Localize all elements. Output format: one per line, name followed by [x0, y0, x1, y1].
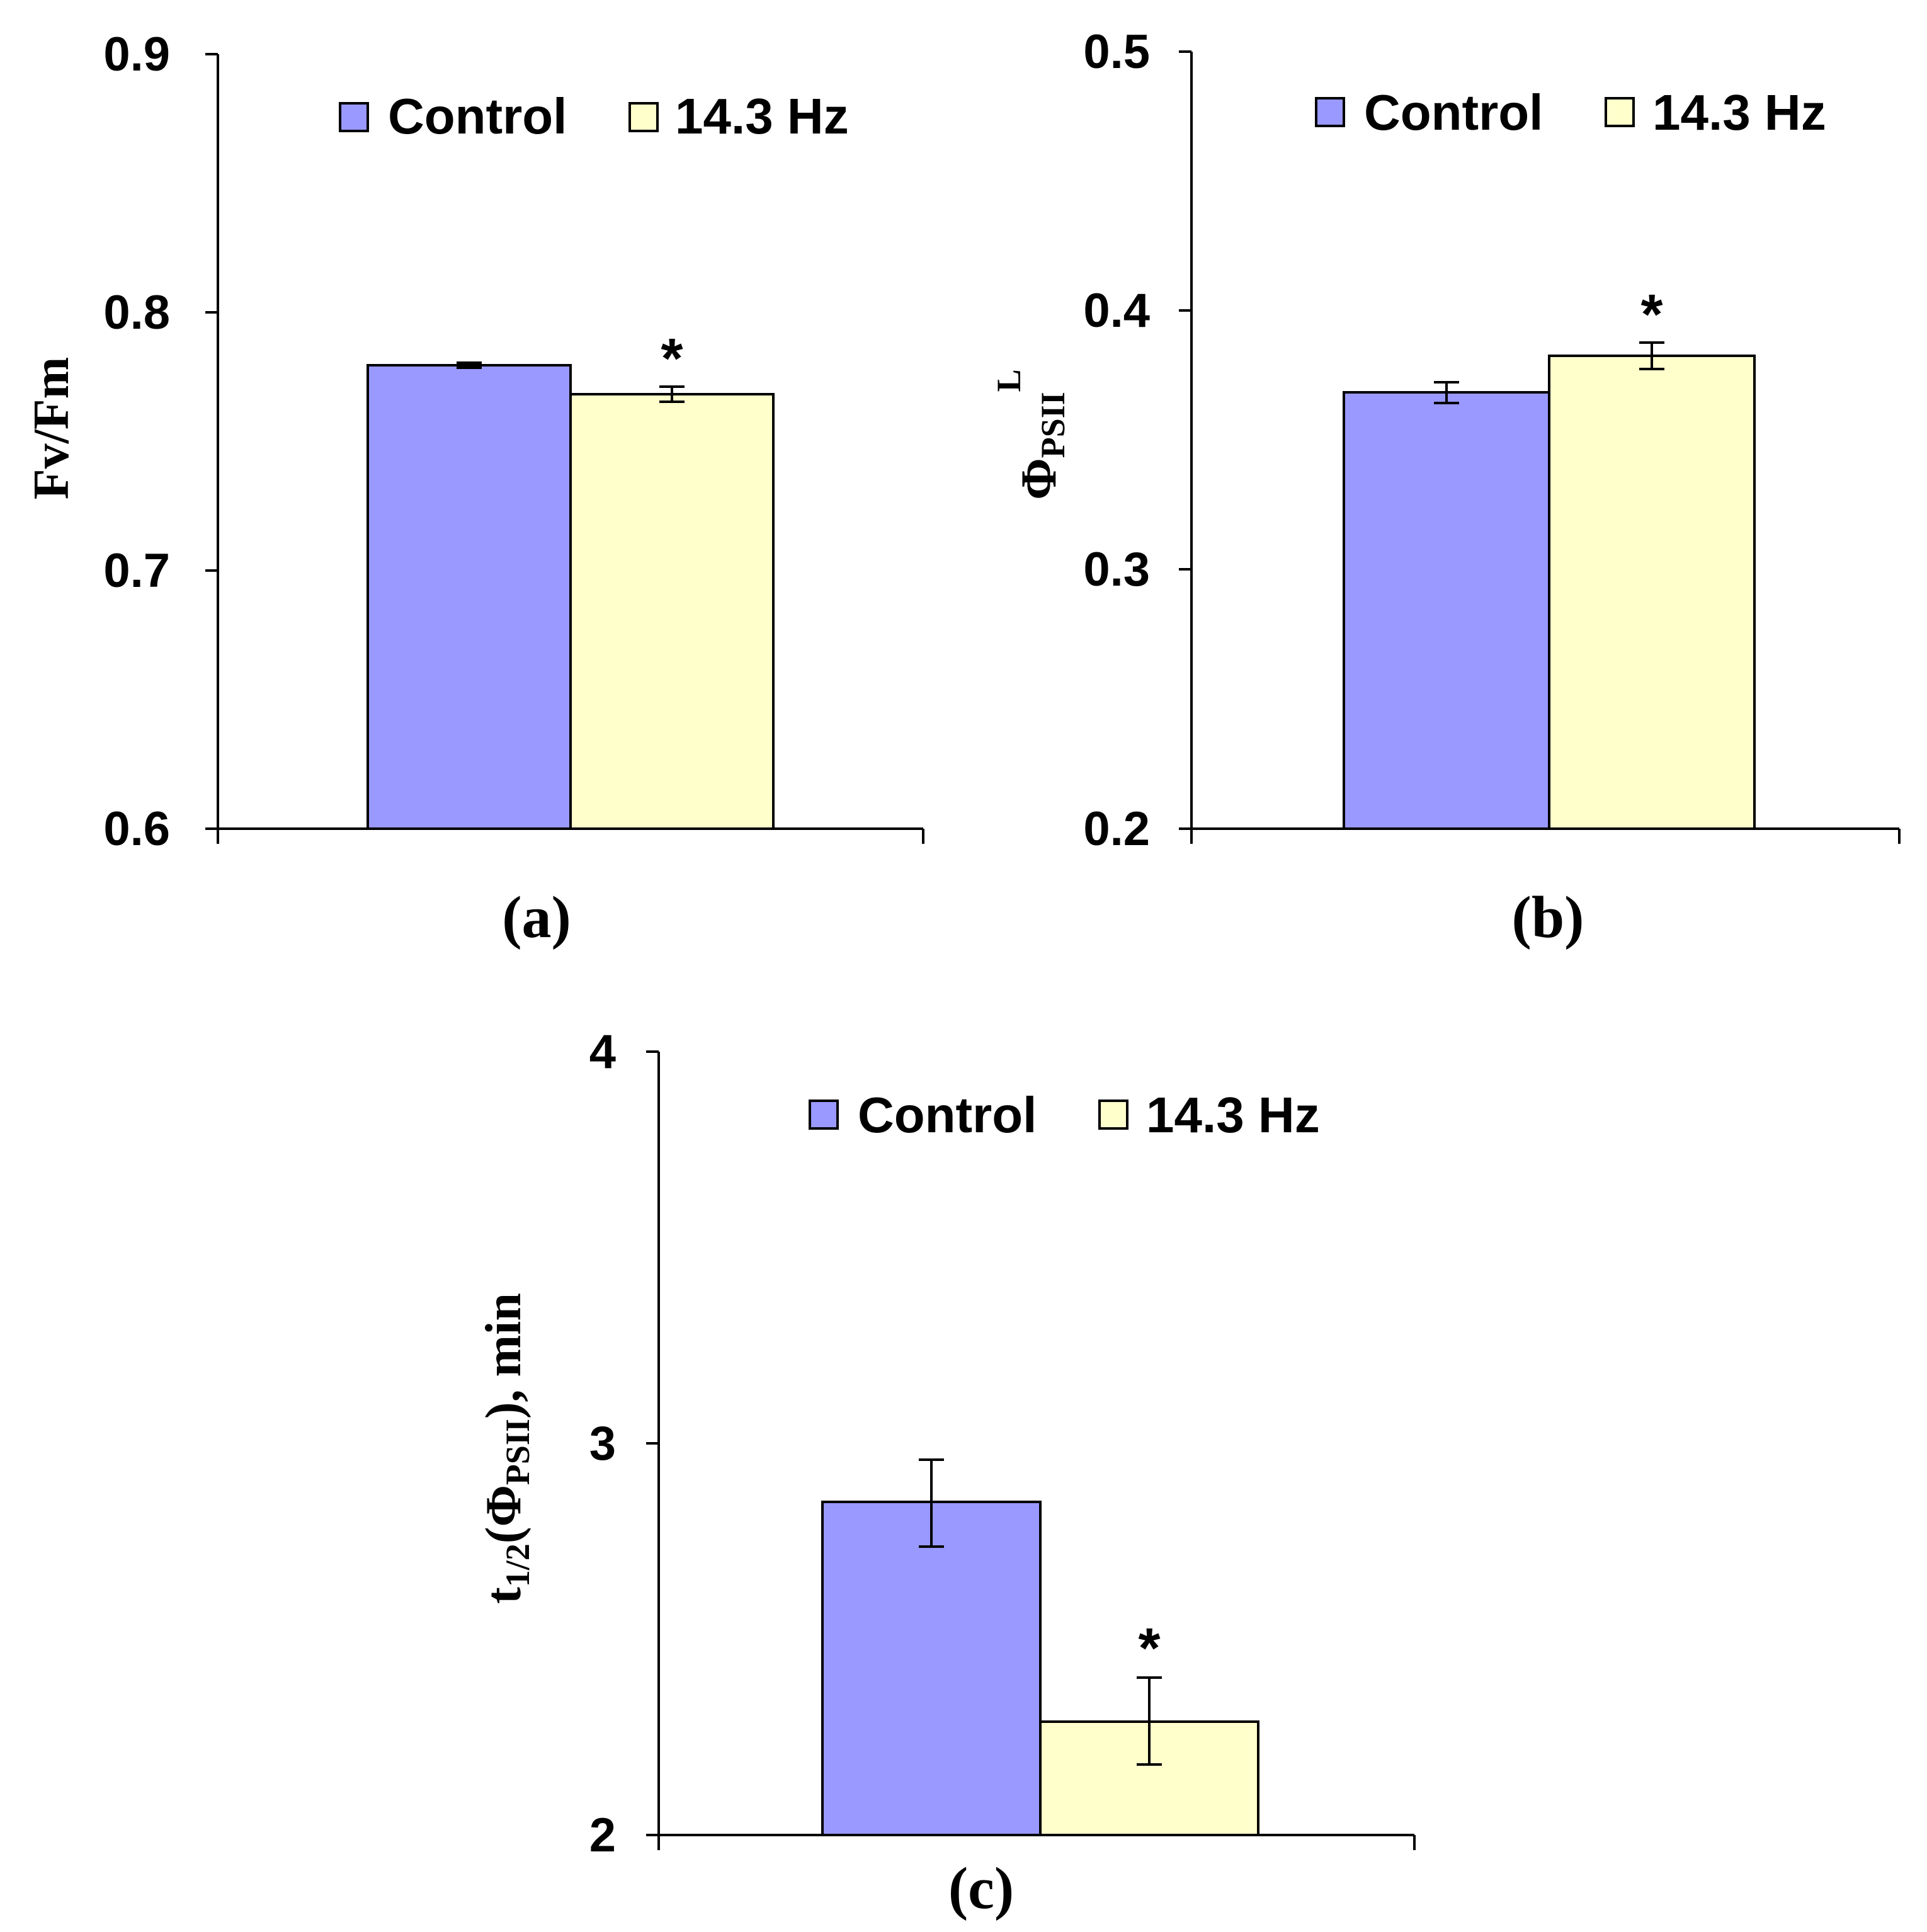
panel-a-ytick-1: 0.7: [103, 544, 170, 598]
panel-a-errorbar-control: [457, 361, 482, 369]
panel-c-significance-star: *: [1138, 1617, 1160, 1680]
panel-a-ytick-2: 0.8: [103, 286, 170, 339]
panel-b-legend-swatch-treated: [1605, 97, 1635, 127]
panel-c-legend: Control 14.3 Hz: [809, 1087, 1320, 1143]
panel-c-ylabel: t1/2(ΦPSII), min: [476, 1293, 537, 1604]
panel-c-legend-swatch-treated: [1098, 1100, 1128, 1130]
panel-b-legend-control: Control: [1364, 84, 1543, 140]
panel-b-bar-treated: [1548, 355, 1756, 830]
panel-a-legend-treated: 14.3 Hz: [675, 88, 849, 144]
panel-b-bar-control: [1343, 391, 1550, 830]
panel-b-y-axis: 0.2 0.3 0.4 0.5: [1083, 25, 1193, 856]
panel-a-bar-control: [367, 364, 572, 830]
panel-c-legend-swatch-control: [809, 1100, 839, 1130]
panel-c-label: (c): [948, 1856, 1014, 1921]
panel-c-errorbar-control: [919, 1458, 944, 1548]
panel-a-legend: Control 14.3 Hz: [339, 88, 849, 144]
panel-c-ytick-1: 3: [589, 1417, 616, 1470]
panel-a-legend-swatch-treated: [628, 102, 659, 132]
panel-b-ytick-0: 0.2: [1083, 802, 1150, 856]
panel-a-ytick-3: 0.9: [103, 28, 170, 81]
panel-c-bar-control: [821, 1501, 1042, 1836]
panel-a-bar-treated: [569, 393, 775, 830]
panel-b-errorbar-treated: [1639, 341, 1664, 370]
panel-c-y-axis: 2 3 4: [589, 1025, 660, 1862]
panel-b-errorbar-control: [1434, 381, 1459, 404]
panel-a-legend-control: Control: [388, 88, 567, 144]
panel-c-legend-treated: 14.3 Hz: [1146, 1087, 1320, 1143]
panel-a-y-axis: 0.6 0.7 0.8 0.9: [103, 28, 219, 856]
panel-b-significance-star: *: [1640, 283, 1663, 346]
panel-a-ylabel: Fv/Fm: [24, 357, 79, 500]
panel-c-ytick-0: 2: [589, 1809, 616, 1862]
panel-c: 2 3 4 t1/2(ΦPSII), min * Control 14.3: [476, 1025, 1416, 1921]
panel-c-errorbar-treated: [1137, 1676, 1162, 1766]
panel-c-x-axis: [657, 1834, 1416, 1850]
panel-a-label: (a): [502, 885, 571, 950]
panel-a-x-axis: [217, 827, 924, 844]
panel-b-label: (b): [1512, 885, 1584, 950]
panel-b-ytick-3: 0.5: [1083, 25, 1150, 79]
panel-c-legend-control: Control: [858, 1087, 1037, 1143]
panel-a-errorbar-treated: [659, 385, 685, 403]
panel-a-ytick-0: 0.6: [103, 802, 170, 856]
panel-b-legend-treated: 14.3 Hz: [1652, 84, 1826, 140]
panel-b-ytick-2: 0.4: [1083, 284, 1150, 338]
panel-b-x-axis: [1190, 827, 1901, 844]
panel-b-ylabel: ΦPSIIL: [990, 369, 1072, 499]
panel-a-legend-swatch-control: [339, 102, 369, 132]
panel-b: 0.2 0.3 0.4 0.5 ΦPSIIL * Control: [990, 25, 1901, 950]
panel-b-legend: Control 14.3 Hz: [1315, 84, 1826, 140]
panel-a-significance-star: *: [661, 327, 683, 390]
panel-a: 0.6 0.7 0.8 0.9 Fv/Fm * Control: [24, 28, 924, 950]
panel-b-legend-swatch-control: [1315, 97, 1345, 127]
panel-c-ytick-2: 4: [589, 1025, 616, 1079]
panel-b-ytick-1: 0.3: [1083, 543, 1150, 596]
